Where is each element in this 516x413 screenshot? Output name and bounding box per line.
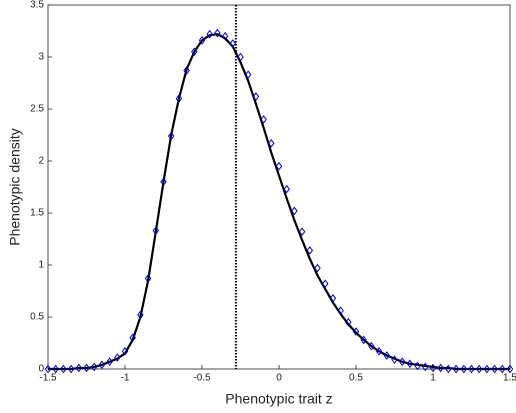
diamond-marker: [275, 161, 283, 171]
diamond-marker: [337, 306, 344, 316]
x-tick-label: 0.5: [349, 373, 363, 384]
diamond-marker: [144, 274, 152, 283]
diamond-marker: [260, 115, 267, 124]
diamond-marker: [445, 364, 452, 374]
diamond-marker: [306, 246, 314, 255]
diamond-marker: [483, 364, 491, 374]
diamond-marker: [98, 360, 106, 370]
diamond-marker: [383, 351, 391, 360]
diamond-marker: [368, 341, 375, 351]
diamond-marker: [229, 39, 237, 48]
diamond-marker: [321, 279, 329, 289]
diamond-marker: [60, 364, 67, 374]
y-axis-label: Phenotypic density: [7, 128, 23, 246]
diamond-marker: [398, 357, 406, 367]
diamond-marker: [391, 355, 398, 364]
y-tick-label: 1: [38, 260, 44, 271]
y-tick-label: 1.5: [30, 208, 44, 219]
diamond-marker: [499, 364, 506, 374]
diamond-marker: [506, 364, 514, 374]
diamond-marker: [167, 131, 175, 141]
diamond-marker: [375, 346, 383, 356]
diamond-marker: [44, 364, 52, 374]
diamond-marker: [414, 361, 421, 371]
diamond-marker: [183, 66, 190, 75]
diamond-marker: [198, 36, 206, 45]
diamond-marker: [75, 363, 83, 373]
x-tick-label: -1: [121, 373, 130, 384]
diamond-marker: [314, 263, 321, 273]
y-tick-label: 0: [38, 364, 44, 375]
diamond-marker: [206, 29, 213, 39]
diamond-marker: [244, 70, 252, 80]
diamond-marker: [298, 227, 306, 237]
diamond-marker: [406, 359, 414, 369]
y-tick-label: 0.5: [30, 312, 44, 323]
diamond-marker: [160, 177, 167, 187]
diamond-marker: [90, 362, 98, 372]
diamond-marker: [191, 47, 198, 57]
diamond-marker: [268, 138, 275, 148]
curve: [48, 32, 510, 371]
diamond-marker: [106, 357, 113, 367]
diamond-marker: [83, 363, 90, 373]
diamond-marker: [52, 364, 59, 374]
x-tick-label: 0: [276, 373, 282, 384]
diamond-marker: [152, 226, 160, 236]
diamond-marker: [460, 364, 468, 374]
plot-frame: [47, 4, 511, 370]
diamond-marker: [475, 364, 483, 374]
diamond-marker: [452, 364, 460, 374]
x-axis-label: Phenotypic trait z: [225, 391, 332, 407]
diamond-marker: [67, 364, 75, 374]
x-tick-label: 1.5: [503, 373, 516, 384]
x-tick-label: 1: [430, 373, 436, 384]
y-tick-label: 3.5: [30, 0, 44, 11]
diamond-marker: [422, 362, 429, 372]
diamond-marker: [491, 364, 498, 374]
x-tick-label: -1.5: [39, 373, 57, 384]
diamond-marker: [291, 206, 298, 216]
diamond-marker: [137, 310, 144, 320]
diamond-marker: [114, 353, 121, 362]
diamond-marker: [214, 28, 221, 38]
diamond-marker: [252, 92, 260, 101]
diamond-marker: [360, 335, 367, 345]
diamond-marker: [237, 52, 244, 62]
diamond-marker: [221, 31, 229, 41]
y-tick-label: 2.5: [30, 104, 44, 115]
y-tick-label: 3: [38, 52, 44, 63]
diamond-marker: [345, 317, 352, 327]
diamond-marker: [129, 333, 136, 343]
diamond-marker: [121, 346, 129, 356]
x-tick-label: -0.5: [193, 373, 211, 384]
diamond-marker: [283, 184, 290, 194]
y-tick-label: 2: [38, 156, 44, 167]
diamond-marker: [352, 327, 360, 336]
diamond-marker: [437, 363, 444, 373]
diamond-marker: [429, 363, 437, 373]
diamond-marker: [468, 364, 475, 374]
diamond-marker: [329, 293, 337, 303]
diamond-marker: [175, 94, 183, 103]
